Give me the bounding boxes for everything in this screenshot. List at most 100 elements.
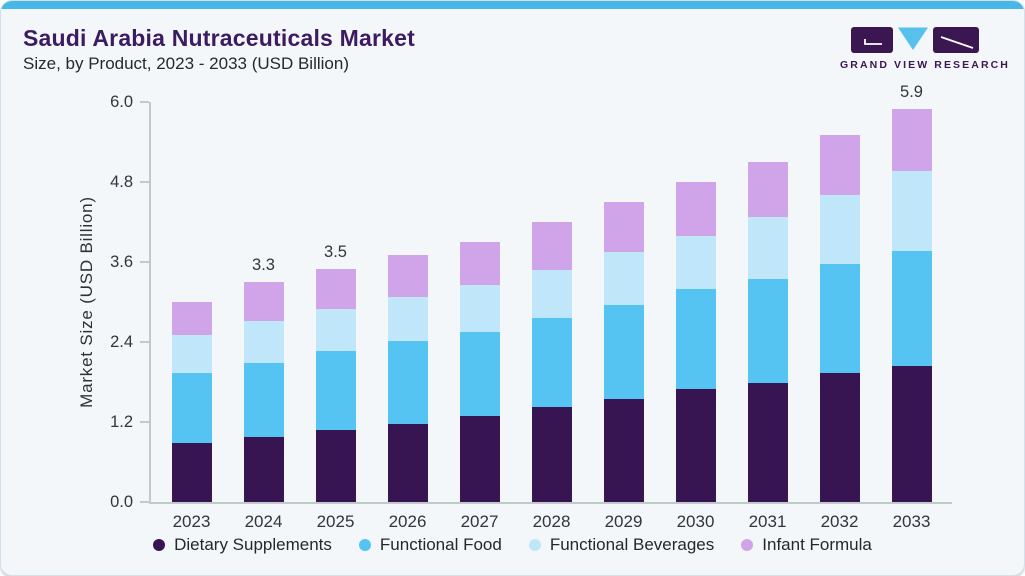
bar-segment-dietary-supplements	[531, 407, 572, 502]
gvr-logo-icon	[851, 27, 979, 53]
x-axis-label: 2027	[460, 512, 499, 531]
x-axis-label: 2028	[532, 512, 571, 531]
x-axis-label: 2030	[676, 512, 715, 531]
legend-dot-icon	[358, 539, 371, 551]
bar-total-label: 3.3	[252, 256, 275, 274]
bar-segment-functional-food	[315, 351, 356, 430]
x-axis-label: 2024	[244, 512, 283, 531]
bar-2032	[819, 135, 860, 502]
bar-segment-dietary-supplements	[387, 423, 428, 502]
bar-2025	[315, 268, 356, 502]
grand-view-research-logo: GRAND VIEW RESEARCH	[840, 27, 1010, 71]
bar-segment-functional-beverages	[315, 309, 356, 352]
bar-segment-dietary-supplements	[819, 373, 860, 502]
x-axis-label: 2032	[820, 512, 859, 531]
y-axis-tick	[140, 101, 149, 103]
bar-segment-functional-beverages	[891, 170, 932, 251]
bar-segment-functional-food	[747, 278, 788, 383]
legend-label: Infant Formula	[762, 535, 872, 554]
y-axis-title: Market Size (USD Billion)	[77, 196, 96, 408]
y-axis-tick	[140, 181, 149, 183]
bar-total-label: 3.5	[324, 242, 347, 261]
header: Saudi Arabia Nutraceuticals Market Size,…	[23, 25, 1010, 74]
y-axis-tick-label: 6.0	[110, 93, 133, 111]
x-axis-label: 2026	[388, 512, 427, 531]
x-axis-label: 2023	[172, 512, 211, 531]
y-axis-tick	[140, 421, 149, 423]
bar-segment-functional-food	[387, 340, 428, 424]
y-axis-tick	[140, 261, 149, 263]
bar-segment-functional-food	[243, 362, 284, 437]
bar-2033	[891, 108, 932, 502]
bar-2030	[675, 182, 716, 502]
bar-2024	[243, 282, 284, 502]
bar-segment-dietary-supplements	[747, 382, 788, 502]
bar-2026	[387, 255, 428, 502]
x-axis-label: 2025	[316, 512, 355, 531]
bar-segment-infant-formula	[891, 108, 932, 171]
bar-2028	[531, 222, 572, 502]
bar-segment-functional-food	[459, 331, 500, 416]
bar-segment-dietary-supplements	[603, 398, 644, 502]
bar-segment-dietary-supplements	[891, 365, 932, 502]
legend-item-functional-beverages: Functional Beverages	[528, 535, 715, 555]
bar-segment-functional-beverages	[747, 217, 788, 279]
legend-item-infant-formula: Infant Formula	[741, 535, 872, 555]
y-axis-tick-label: 4.8	[110, 173, 133, 191]
bar-segment-functional-beverages	[603, 252, 644, 305]
bar-segment-dietary-supplements	[315, 429, 356, 502]
bar-segment-functional-beverages	[243, 321, 284, 363]
plot-area: 0.0 1.2 2.4 3.6 4.8 6.0 2023 3.3 2024 3.5 2025 2026…	[110, 83, 952, 531]
bar-segment-functional-beverages	[819, 194, 860, 264]
chart-title: Saudi Arabia Nutraceuticals Market	[23, 25, 415, 51]
bar-segment-functional-food	[675, 289, 716, 390]
bar-segment-functional-beverages	[387, 297, 428, 341]
bar-segment-functional-beverages	[171, 335, 212, 374]
legend-dot-icon	[741, 539, 754, 551]
bar-segment-infant-formula	[675, 182, 716, 236]
bar-segment-functional-beverages	[459, 285, 500, 332]
logo-text: GRAND VIEW RESEARCH	[840, 59, 1010, 71]
bar-2027	[459, 242, 500, 502]
bar-segment-infant-formula	[171, 302, 212, 336]
bar-segment-infant-formula	[603, 202, 644, 252]
bar-segment-dietary-supplements	[675, 389, 716, 502]
bar-segment-infant-formula	[459, 242, 500, 286]
bar-total-label: 5.9	[900, 82, 923, 101]
chart-subtitle: Size, by Product, 2023 - 2033 (USD Billi…	[23, 54, 349, 74]
bar-segment-infant-formula	[315, 268, 356, 310]
bar-segment-infant-formula	[747, 162, 788, 218]
bar-segment-functional-food	[603, 304, 644, 399]
y-axis-tick-label: 3.6	[110, 253, 133, 271]
legend: Dietary Supplements Functional Food Functi…	[1, 535, 1024, 555]
bar-segment-functional-beverages	[531, 270, 572, 318]
top-accent-bar	[1, 1, 1024, 9]
bar-segment-infant-formula	[387, 255, 428, 298]
legend-label: Functional Food	[379, 535, 502, 554]
y-axis-tick-label: 1.2	[110, 413, 133, 431]
x-axis-label: 2033	[892, 512, 931, 531]
legend-item-dietary-supplements: Dietary Supplements	[153, 535, 332, 555]
y-axis-tick	[140, 501, 149, 503]
x-axis-label: 2031	[748, 512, 787, 531]
bar-segment-functional-food	[819, 264, 860, 374]
bar-segment-infant-formula	[819, 135, 860, 195]
bar-segment-functional-food	[171, 373, 212, 444]
y-axis-tick-label: 0.0	[110, 493, 133, 511]
bar-2029	[603, 202, 644, 502]
x-axis-label: 2029	[604, 512, 643, 531]
legend-dot-icon	[153, 539, 166, 551]
bar-segment-functional-food	[531, 318, 572, 408]
legend-dot-icon	[528, 539, 541, 551]
legend-label: Dietary Supplements	[174, 535, 332, 554]
bar-segment-infant-formula	[531, 222, 572, 270]
legend-item-functional-food: Functional Food	[358, 535, 502, 555]
bar-segment-dietary-supplements	[243, 436, 284, 502]
bar-segment-functional-beverages	[675, 236, 716, 290]
legend-label: Functional Beverages	[549, 535, 715, 554]
bar-segment-dietary-supplements	[459, 415, 500, 502]
bar-segment-dietary-supplements	[171, 443, 212, 502]
y-axis-tick-label: 2.4	[110, 333, 133, 351]
bar-2031	[747, 162, 788, 502]
